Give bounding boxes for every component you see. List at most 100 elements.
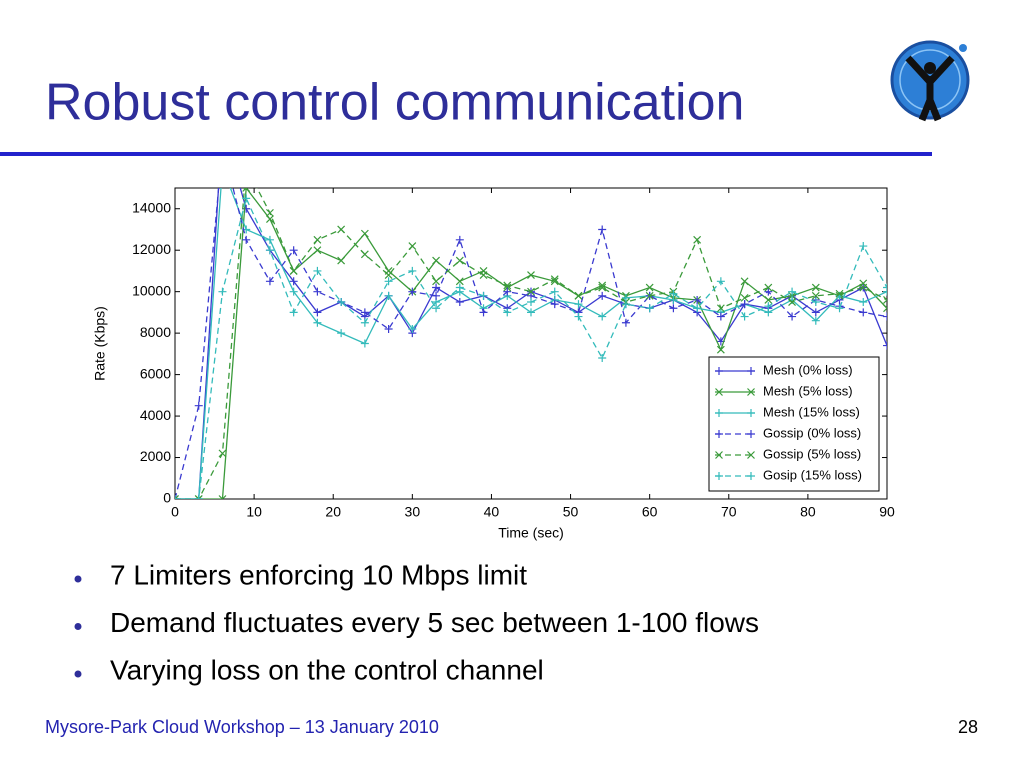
point-marker <box>715 409 723 417</box>
point-marker <box>669 289 678 298</box>
point-marker <box>479 291 488 300</box>
point-marker <box>715 388 723 396</box>
point-marker <box>265 235 274 244</box>
bullet-dot <box>74 670 82 678</box>
point-marker <box>218 287 227 296</box>
point-marker <box>747 367 755 375</box>
bullet-text: Demand fluctuates every 5 sec between 1-… <box>110 607 759 638</box>
point-marker <box>408 324 417 333</box>
point-marker <box>740 293 749 302</box>
point-marker <box>313 318 322 327</box>
point-marker <box>811 308 820 317</box>
point-marker <box>242 235 251 244</box>
point-marker <box>194 401 203 410</box>
bullet-text: 7 Limiters enforcing 10 Mbps limit <box>110 559 527 590</box>
point-marker <box>289 308 298 317</box>
point-marker <box>527 271 535 280</box>
point-marker <box>669 304 678 313</box>
point-marker <box>883 341 887 350</box>
y-axis-label: Rate (Kbps) <box>92 306 108 381</box>
point-marker <box>479 308 488 317</box>
x-tick-label: 70 <box>721 504 737 520</box>
point-marker <box>432 304 441 313</box>
point-marker <box>598 354 607 363</box>
point-marker <box>266 215 274 224</box>
point-marker <box>527 298 535 307</box>
point-marker <box>747 430 755 438</box>
point-marker <box>313 246 322 255</box>
point-marker <box>764 302 773 311</box>
point-marker <box>432 256 440 265</box>
point-marker <box>859 298 868 307</box>
point-marker <box>455 283 464 292</box>
point-marker <box>811 316 820 325</box>
point-marker <box>550 300 559 309</box>
point-marker <box>289 287 298 296</box>
bullet-dot <box>74 623 82 630</box>
point-marker <box>503 308 512 317</box>
point-marker <box>693 304 702 313</box>
point-marker <box>715 367 723 375</box>
point-marker <box>574 291 583 300</box>
point-marker <box>788 312 797 321</box>
point-marker <box>218 143 226 151</box>
page-number: 28 <box>958 717 978 737</box>
y-tick-label: 8000 <box>140 324 171 340</box>
footer: Mysore-Park Cloud Workshop – 13 January … <box>45 717 439 737</box>
point-marker <box>550 275 559 284</box>
point-marker <box>360 339 369 348</box>
y-tick-label: 0 <box>163 490 171 506</box>
point-marker <box>715 430 723 438</box>
point-marker <box>747 472 755 480</box>
point-marker <box>883 296 887 304</box>
point-marker <box>265 277 274 286</box>
point-marker <box>503 283 512 292</box>
point-marker <box>455 298 464 307</box>
point-marker <box>811 298 820 307</box>
point-marker <box>811 283 820 292</box>
point-marker <box>313 308 322 317</box>
y-tick-label: 4000 <box>140 407 171 423</box>
point-marker <box>715 451 723 459</box>
x-tick-label: 90 <box>879 504 895 520</box>
point-marker <box>360 229 369 238</box>
point-marker <box>455 235 464 244</box>
point-marker <box>242 194 251 203</box>
point-marker <box>740 300 749 309</box>
point-marker <box>764 287 773 296</box>
point-marker <box>455 256 464 265</box>
point-marker <box>883 312 887 321</box>
point-marker <box>621 300 630 309</box>
point-marker <box>747 409 755 417</box>
point-marker <box>716 345 725 354</box>
point-marker <box>747 451 755 459</box>
point-marker <box>859 308 868 317</box>
point-marker <box>503 287 512 296</box>
point-marker <box>574 312 583 321</box>
point-marker <box>360 250 369 259</box>
legend-label: Gossip (0% loss) <box>763 425 861 440</box>
point-marker <box>242 204 251 213</box>
point-marker <box>313 266 322 275</box>
bullet-dot <box>74 575 82 583</box>
x-tick-label: 60 <box>642 504 658 520</box>
point-marker <box>550 277 559 286</box>
point-marker <box>835 289 844 298</box>
point-marker <box>645 291 654 300</box>
point-marker <box>384 271 393 280</box>
point-marker <box>218 163 226 171</box>
x-tick-label: 0 <box>171 504 179 520</box>
point-marker <box>715 472 723 480</box>
point-marker <box>479 271 488 280</box>
x-tick-label: 10 <box>246 504 262 520</box>
point-marker <box>598 312 607 321</box>
point-marker <box>337 329 346 338</box>
point-marker <box>313 287 322 296</box>
point-marker <box>384 291 393 300</box>
point-marker <box>432 291 441 300</box>
point-marker <box>289 277 298 286</box>
point-marker <box>835 304 844 313</box>
x-tick-label: 30 <box>405 504 421 520</box>
x-tick-label: 20 <box>325 504 341 520</box>
point-marker <box>289 267 298 275</box>
